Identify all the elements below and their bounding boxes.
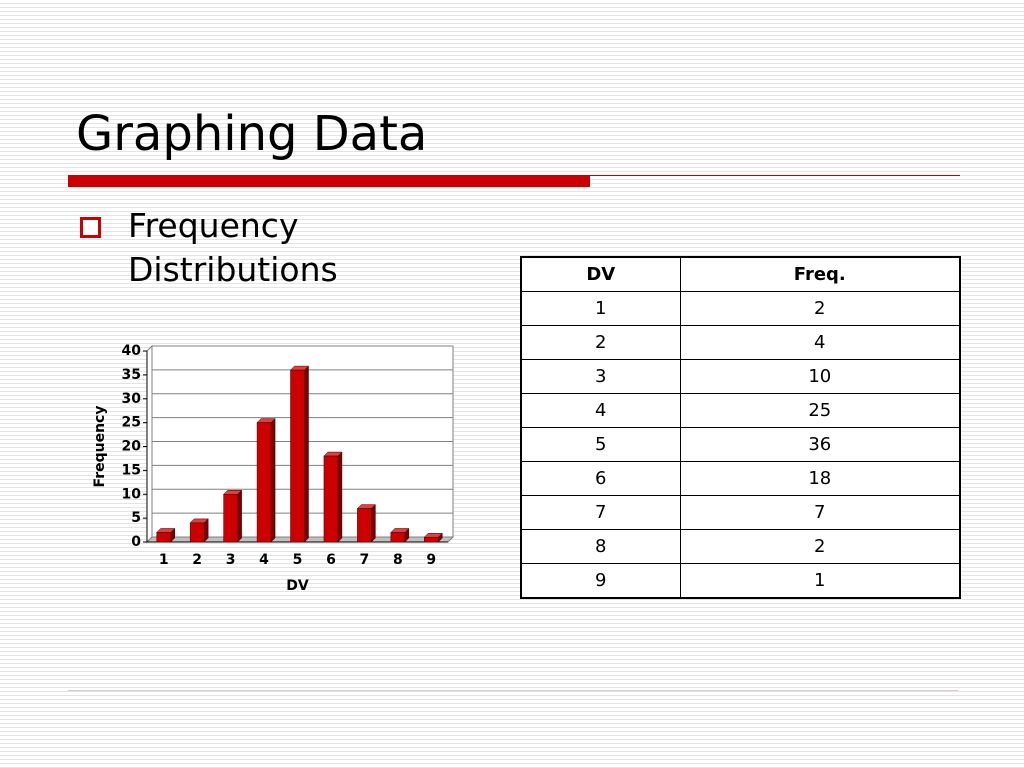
y-axis-title: Frequency: [92, 406, 108, 488]
bar-top: [156, 528, 176, 533]
table-header-cell: DV: [520, 256, 681, 292]
table-cell: 36: [679, 427, 961, 462]
x-tick-label: 7: [360, 552, 370, 568]
footer-rule: [68, 690, 958, 691]
table-cell: 3: [520, 359, 681, 394]
table-cell: 8: [520, 529, 681, 564]
table-cell: 25: [679, 393, 961, 428]
y-tick-label: 35: [122, 367, 141, 383]
table-cell: 2: [520, 325, 681, 360]
table-cell: 18: [679, 461, 961, 496]
slide-title: Graphing Data: [76, 106, 428, 162]
bar: [156, 532, 171, 543]
bar-side: [304, 365, 309, 543]
bar-top: [256, 418, 276, 423]
frequency-table: DV Freq. 1 2 2 4 3 10 4 25 5 36 6 18 7 7 8 2 9 1: [520, 256, 961, 599]
table-cell: 7: [679, 495, 961, 530]
table-cell: 4: [679, 325, 961, 360]
bar-side: [438, 532, 443, 543]
title-rule: [68, 175, 590, 187]
bar-side: [337, 451, 343, 543]
plot-area: [151, 345, 454, 538]
table-cell: 2: [679, 291, 961, 326]
bar: [223, 494, 238, 543]
table-cell: 10: [679, 359, 961, 394]
table-header-cell: Freq.: [679, 256, 961, 292]
y-tick-label: 25: [122, 415, 141, 431]
x-tick-label: 8: [393, 552, 403, 568]
table-cell: 6: [520, 461, 681, 496]
bar-side: [404, 527, 410, 543]
bar-top: [289, 365, 310, 371]
table-row: 4 25: [520, 393, 961, 428]
y-tick-label: 40: [122, 343, 142, 359]
plot-floor: [145, 536, 455, 543]
table-cell: 2: [679, 529, 961, 564]
bar-side: [170, 527, 175, 543]
bar-top: [323, 451, 343, 457]
y-tick-label: 30: [122, 391, 142, 407]
x-tick-label: 1: [159, 552, 169, 568]
x-tick-label: 3: [226, 552, 236, 568]
bar: [189, 522, 205, 543]
bar: [357, 508, 372, 543]
bar: [290, 369, 305, 543]
bar: [256, 422, 272, 543]
bar-top: [189, 518, 209, 524]
x-tick-label: 9: [426, 552, 436, 568]
y-tick-label: 15: [122, 462, 141, 478]
x-tick-label: 4: [259, 552, 269, 568]
plot-wall: [146, 344, 153, 544]
x-tick-label: 5: [293, 552, 303, 568]
bar-top: [423, 532, 443, 538]
y-tick-label: 0: [131, 534, 141, 550]
x-tick-label: 6: [326, 552, 336, 568]
bar-side: [371, 503, 376, 543]
y-tick-label: 10: [122, 486, 142, 502]
table-cell: 5: [520, 427, 681, 462]
table-row: 5 36: [520, 427, 961, 462]
table-row: 3 10: [520, 359, 961, 394]
bar: [390, 532, 406, 543]
bullet: Frequency Distributions: [76, 204, 376, 292]
table-cell: 1: [520, 291, 681, 326]
table-cell: 4: [520, 393, 681, 428]
table-cell: 1: [679, 563, 961, 599]
bar: [424, 536, 439, 543]
bar-side: [237, 489, 242, 543]
table-cell: 9: [520, 563, 681, 599]
bar-top: [356, 504, 376, 509]
bar: [323, 455, 339, 543]
y-tick-label: 20: [122, 439, 142, 455]
x-axis-title: DV: [286, 578, 309, 594]
title-rule-thin: [590, 175, 960, 176]
x-tick-label: 2: [192, 552, 202, 568]
table-cell: 7: [520, 495, 681, 530]
bar-side: [270, 418, 276, 543]
bar-top: [223, 490, 243, 495]
y-tick-label: 5: [131, 510, 141, 526]
bullet-list: Frequency Distributions: [76, 204, 376, 292]
bar-side: [203, 518, 209, 543]
table-row: 6 18: [520, 461, 961, 496]
bar-top: [390, 528, 410, 533]
